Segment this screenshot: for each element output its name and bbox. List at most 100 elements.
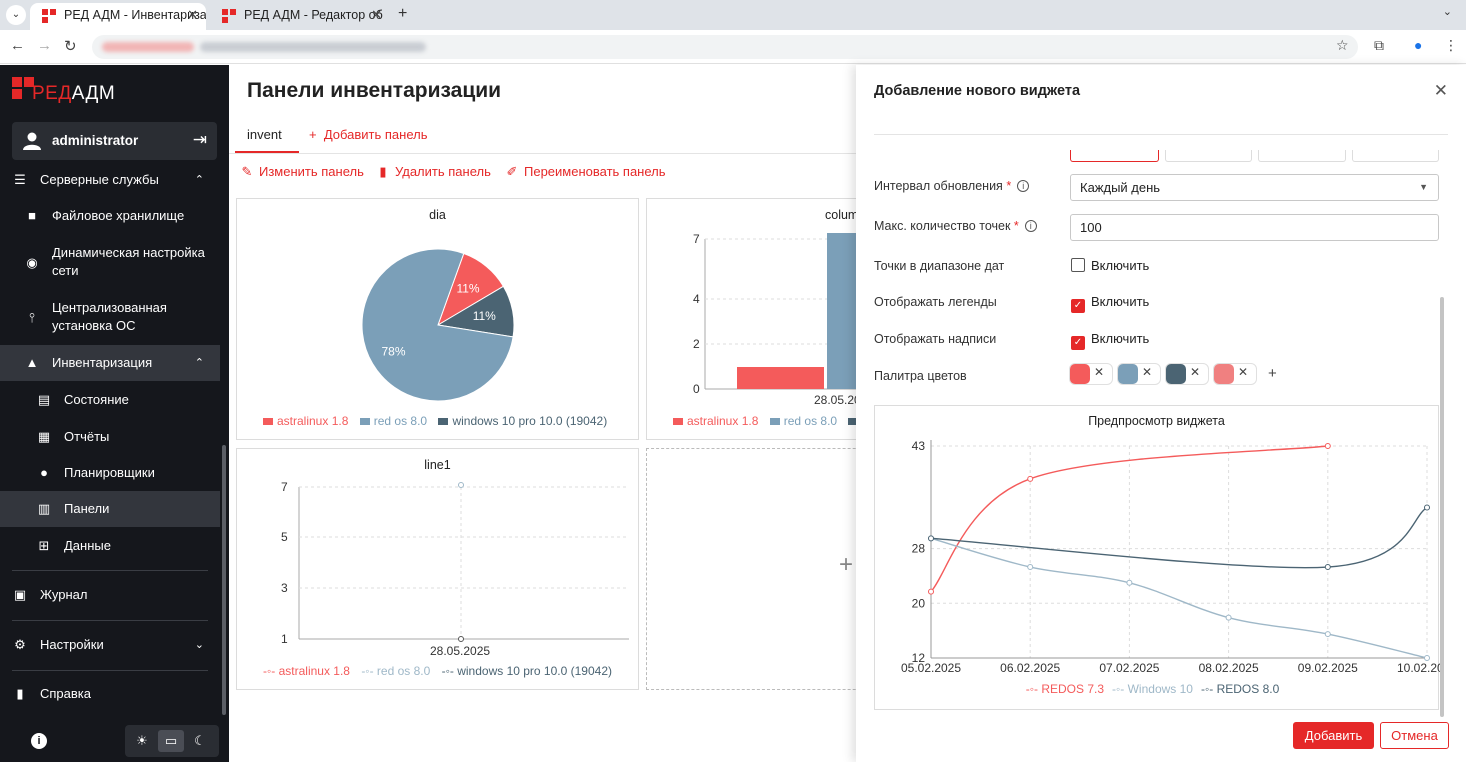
sidebar-divider [12, 570, 208, 571]
remove-color-icon[interactable]: ✕ [1142, 365, 1153, 379]
page-title: Панели инвентаризации [247, 79, 502, 102]
captions-checkbox[interactable]: ✓ Включить [1071, 331, 1149, 350]
y-tick-label: 0 [693, 382, 700, 396]
legend-item: -◦- windows 10 pro 10.0 (19042) [441, 664, 612, 678]
legend-item: -◦- Windows 10 [1112, 682, 1193, 696]
widget-pie[interactable]: dia 11% 11% 78% astralinux 1.8 red os 8.0 … [236, 198, 639, 440]
remove-color-icon[interactable]: ✕ [1238, 365, 1249, 379]
data-point [1324, 443, 1331, 449]
delete-panel-button[interactable]: ▮ Удалить панель [375, 164, 490, 180]
data-point [1225, 614, 1232, 621]
sidebar-item-data[interactable]: ⊞ Данные [0, 537, 220, 557]
widget-type-option[interactable] [1165, 150, 1252, 162]
sidebar-item-settings[interactable]: ⚙ Настройки ⌄ [0, 636, 220, 656]
y-tick-label: 7 [281, 480, 288, 494]
trash-icon: ▮ [379, 164, 387, 179]
address-bar[interactable] [92, 35, 1358, 59]
date-range-checkbox[interactable]: Включить [1071, 258, 1149, 273]
moon-icon[interactable]: ☾ [194, 733, 206, 748]
legend-item: -◦- REDOS 8.0 [1200, 682, 1280, 696]
remove-color-icon[interactable]: ✕ [1094, 365, 1105, 379]
user-panel: administrator ⇥ [12, 122, 217, 160]
profile-icon[interactable]: ● [1414, 37, 1423, 53]
max-points-input[interactable]: 100 [1070, 214, 1439, 241]
y-tick-label: 3 [281, 581, 288, 595]
bar-chart-icon: ▥ [37, 501, 51, 516]
sidebar-item-inventory[interactable]: ▲ Инвентаризация ⌃ [0, 345, 220, 381]
checkbox-checked-icon: ✓ [1071, 336, 1085, 350]
sidebar-item-journal[interactable]: ▣ Журнал [13, 587, 88, 602]
sidebar-item-panels[interactable]: ▥ Панели [0, 491, 220, 527]
palette-chip [1213, 363, 1257, 385]
user-icon [23, 132, 41, 150]
x-tick-label: 05.02.2025 [901, 661, 961, 675]
slice-label: 78% [382, 344, 406, 358]
y-tick-label: 43 [912, 439, 926, 453]
reload-icon[interactable]: ↻ [64, 38, 77, 55]
sidebar-item-os-install[interactable]: ⫯ Централизованная установка ОС [0, 299, 220, 339]
chevron-down-icon[interactable]: ⌄ [1442, 6, 1452, 18]
new-tab-button[interactable]: + [398, 5, 408, 22]
sidebar-item-file-storage[interactable]: ■ Файловое хранилище [0, 207, 220, 227]
tab-search-icon[interactable]: ⌄ [6, 5, 26, 25]
browser-tabstrip: ⌄ РЕД АДМ - Инвентариза ✕ РЕД АДМ - Реда… [0, 0, 1466, 30]
sidebar-divider [12, 670, 208, 671]
sidebar-item-state[interactable]: ▤ Состояние [37, 392, 129, 407]
info-icon[interactable]: i [1017, 180, 1030, 192]
data-point [928, 535, 934, 542]
sidebar-item-dhcp[interactable]: ◉ Динамическая настройка сети [0, 244, 220, 284]
checkbox-checked-icon: ✓ [1071, 299, 1085, 313]
palette-label: Палитра цветов [874, 369, 967, 383]
close-icon[interactable]: ✕ [1433, 81, 1448, 100]
widget-type-option[interactable] [1070, 150, 1159, 162]
laptop-icon[interactable]: ▭ [158, 730, 184, 752]
chevron-down-icon: ⌄ [194, 639, 204, 651]
bookmark-star-icon[interactable]: ☆ [1336, 37, 1349, 53]
add-color-icon[interactable]: + [1268, 365, 1277, 382]
security-warning-blur [102, 42, 194, 52]
cancel-button[interactable]: Отмена [1380, 722, 1449, 749]
sidebar-item-reports[interactable]: ▦ Отчёты [37, 429, 110, 444]
x-tick-label: 08.02.2025 [1199, 661, 1259, 675]
data-point [458, 482, 464, 488]
chevron-up-icon: ⌃ [194, 174, 204, 186]
legend-item: -◦- astralinux 1.8 [263, 664, 350, 678]
forward-icon[interactable]: → [37, 37, 52, 54]
y-tick-label: 7 [693, 232, 700, 246]
back-icon[interactable]: ← [10, 37, 25, 54]
drawer-scrollbar[interactable] [1440, 297, 1444, 717]
slice-label: 11% [456, 282, 479, 296]
close-tab-icon[interactable]: ✕ [371, 7, 382, 22]
pie-legend: astralinux 1.8 red os 8.0 windows 10 pro… [263, 414, 615, 428]
browser-tab-editor[interactable]: РЕД АДМ - Редактор об ✕ [210, 3, 390, 30]
browser-tab-inventory[interactable]: РЕД АДМ - Инвентариза ✕ [30, 3, 206, 30]
widget-type-option[interactable] [1352, 150, 1439, 162]
widget-type-option[interactable] [1258, 150, 1346, 162]
logout-icon[interactable]: ⇥ [192, 130, 207, 149]
line-chart: 7 5 3 1 28.05.2025 [281, 480, 629, 658]
remove-color-icon[interactable]: ✕ [1190, 365, 1201, 379]
sun-icon[interactable]: ☀ [136, 733, 148, 748]
extensions-icon[interactable]: ⧉ [1374, 37, 1384, 53]
y-tick-label: 1 [281, 632, 288, 646]
pencil-icon: ✎ [241, 164, 253, 179]
legend-checkbox[interactable]: ✓ Включить [1071, 294, 1149, 313]
y-tick-label: 5 [281, 530, 288, 544]
add-panel-tab[interactable]: + Добавить панель [309, 127, 428, 142]
sidebar-item-schedulers[interactable]: ● Планировщики [0, 464, 220, 484]
tab-invent[interactable]: invent [247, 127, 282, 142]
widget-line[interactable]: line1 7 5 3 1 28.05.2025 -◦- astralinux … [236, 448, 639, 690]
sidebar-item-server-services[interactable]: ☰ Серверные службы ⌃ [0, 171, 220, 191]
close-tab-icon[interactable]: ✕ [187, 7, 198, 22]
browser-menu-icon[interactable]: ⋮ [1444, 37, 1458, 53]
line-legend: -◦- astralinux 1.8 -◦- red os 8.0 -◦- wi… [263, 664, 620, 678]
edit-panel-button[interactable]: ✎ Изменить панель [239, 164, 364, 180]
sidebar-item-help[interactable]: ▮ Справка [0, 685, 220, 705]
sidebar-scrollbar[interactable] [222, 445, 226, 715]
rename-panel-button[interactable]: ✐ Переименовать панель [504, 164, 666, 180]
info-icon[interactable]: i [31, 733, 47, 749]
interval-select[interactable]: Каждый день ▼ [1070, 174, 1439, 201]
info-icon[interactable]: i [1024, 220, 1037, 232]
palette-chip [1069, 363, 1113, 385]
add-button[interactable]: Добавить [1293, 722, 1374, 749]
